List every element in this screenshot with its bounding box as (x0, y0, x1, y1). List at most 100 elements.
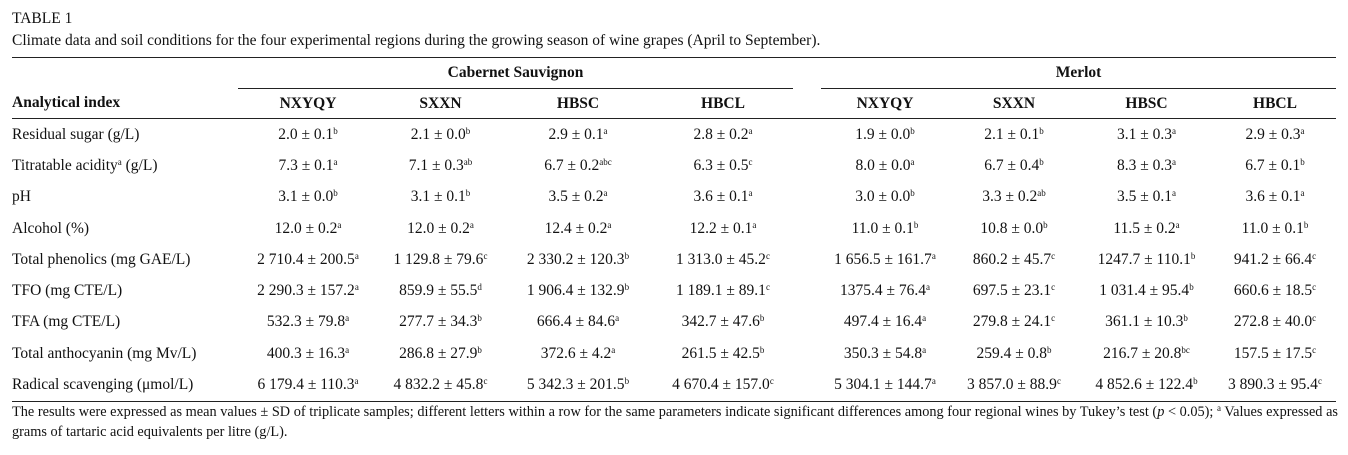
column-header: HBSC (503, 88, 653, 119)
table-cell: 3.6 ± 0.1a (1245, 188, 1305, 206)
table-cell: 342.7 ± 47.6b (681, 313, 765, 331)
table-cell: 3 890.3 ± 95.4c (1228, 376, 1322, 394)
column-header: SXXN (949, 88, 1079, 119)
table-cell: 279.8 ± 24.1c (972, 313, 1056, 331)
table-cell: 3 857.0 ± 88.9c (967, 376, 1061, 394)
table-cell: 2.8 ± 0.2a (693, 125, 753, 143)
group-header-cabernet: Cabernet Sauvignon (238, 57, 793, 89)
table-row: pH 3.1 ± 0.0b 3.1 ± 0.1b 3.5 ± 0.2a 3.6 ± 0.… (12, 182, 1336, 213)
table-cell: 3.6 ± 0.1a (693, 188, 753, 206)
table-cell: 3.3 ± 0.2ab (982, 188, 1046, 206)
table-cell: 216.7 ± 20.8bc (1103, 344, 1190, 362)
table-label: TABLE 1 (12, 10, 73, 27)
table-cell: 372.6 ± 4.2a (540, 344, 616, 362)
table-cell: 277.7 ± 34.3b (399, 313, 482, 331)
column-header: HBSC (1079, 88, 1214, 119)
table-cell: 1 189.1 ± 89.1c (676, 282, 770, 300)
table-cell: 350.3 ± 54.8a (843, 344, 927, 362)
table-cell: 11.5 ± 0.2a (1113, 219, 1180, 237)
table-cell: 4 852.6 ± 122.4b (1095, 376, 1198, 394)
row-label: Residual sugar (g/L) (12, 125, 140, 143)
table-cell: 5 342.3 ± 201.5b (526, 376, 630, 394)
table-cell: 261.5 ± 42.5b (681, 344, 765, 362)
table-cell: 2 290.3 ± 157.2a (257, 282, 359, 300)
table-cell: 3.5 ± 0.2a (548, 188, 608, 206)
row-label: TFA (mg CTE/L) (12, 313, 121, 331)
table-cell: 8.3 ± 0.3a (1116, 156, 1176, 174)
table-cell: 7.3 ± 0.1a (278, 156, 338, 174)
footnote: The results were expressed as mean value… (12, 403, 1338, 441)
row-header: Analytical index (12, 88, 238, 119)
table-cell: 1247.7 ± 110.1b (1097, 250, 1196, 268)
table-cell: 361.1 ± 10.3b (1105, 313, 1188, 331)
table-cell: 12.4 ± 0.2a (544, 219, 612, 237)
column-header: HBCL (653, 88, 793, 119)
table-row: TFA (mg CTE/L) 532.3 ± 79.8a 277.7 ± 34.3b… (12, 307, 1336, 338)
table-cell: 2.0 ± 0.1b (278, 125, 338, 143)
column-header: NXYQY (238, 88, 378, 119)
table-cell: 6.3 ± 0.5c (693, 156, 753, 174)
table-cell: 11.0 ± 0.1b (851, 219, 919, 237)
row-label: TFO (mg CTE/L) (12, 282, 123, 300)
table-cell: 6 179.4 ± 110.3a (257, 376, 359, 394)
table-cell: 1 031.4 ± 95.4b (1099, 282, 1194, 300)
table-cell: 6.7 ± 0.1b (1245, 156, 1305, 174)
table-cell: 2.1 ± 0.1b (984, 125, 1044, 143)
table-cell: 2.9 ± 0.3a (1245, 125, 1305, 143)
table-cell: 2 710.4 ± 200.5a (257, 250, 359, 268)
table-cell: 7.1 ± 0.3ab (408, 156, 473, 174)
column-header: HBCL (1214, 88, 1336, 119)
table-row: Alcohol (%) 12.0 ± 0.2a 12.0 ± 0.2a 12.4 ± … (12, 213, 1336, 244)
row-label: Alcohol (%) (12, 219, 90, 237)
table-cell: 12.2 ± 0.1a (689, 219, 757, 237)
table-cell: 2 330.2 ± 120.3b (526, 250, 630, 268)
table-cell: 1375.4 ± 76.4a (839, 282, 930, 300)
table-cell: 286.8 ± 27.9b (399, 344, 482, 362)
table-cell: 2.9 ± 0.1a (548, 125, 608, 143)
row-label: pH (12, 188, 31, 206)
table-cell: 660.6 ± 18.5c (1233, 282, 1317, 300)
table-caption: Climate data and soil conditions for the… (12, 32, 821, 49)
table-cell: 3.0 ± 0.0b (855, 188, 915, 206)
group-header-merlot: Merlot (821, 57, 1336, 89)
table-cell: 272.8 ± 40.0c (1233, 313, 1317, 331)
table-cell: 3.1 ± 0.1b (410, 188, 471, 206)
table-cell: 157.5 ± 17.5c (1233, 344, 1317, 362)
table-row: Total phenolics (mg GAE/L) 2 710.4 ± 200.… (12, 244, 1336, 275)
table-cell: 8.0 ± 0.0a (855, 156, 915, 174)
table-cell: 3.5 ± 0.1a (1116, 188, 1176, 206)
table-cell: 259.4 ± 0.8b (976, 344, 1052, 362)
table-cell: 497.4 ± 16.4a (843, 313, 927, 331)
column-header: SXXN (378, 88, 503, 119)
table-cell: 10.8 ± 0.0b (980, 219, 1048, 237)
table-cell: 860.2 ± 45.7c (972, 250, 1056, 268)
row-label: Titratable aciditya (g/L) (12, 156, 158, 174)
table-cell: 4 832.2 ± 45.8c (393, 376, 488, 394)
table-cell: 697.5 ± 23.1c (972, 282, 1056, 300)
table-cell: 1 656.5 ± 161.7a (834, 250, 936, 268)
table-cell: 4 670.4 ± 157.0c (672, 376, 774, 394)
table-cell: 12.0 ± 0.2a (407, 219, 474, 237)
table-cell: 2.1 ± 0.0b (410, 125, 471, 143)
table-cell: 941.2 ± 66.4c (1233, 250, 1317, 268)
table-cell: 1 906.4 ± 132.9b (526, 282, 630, 300)
table-row: TFO (mg CTE/L) 2 290.3 ± 157.2a 859.9 ± 55… (12, 275, 1336, 306)
table-cell: 6.7 ± 0.2abc (544, 156, 612, 174)
row-label: Total phenolics (mg GAE/L) (12, 250, 191, 268)
table-row: Radical scavenging (μmol/L) 6 179.4 ± 110… (12, 369, 1336, 401)
table-cell: 3.1 ± 0.3a (1116, 125, 1176, 143)
table-cell: 3.1 ± 0.0b (278, 188, 338, 206)
table-row: Residual sugar (g/L) 2.0 ± 0.1b 2.1 ± 0.0b… (12, 119, 1336, 151)
table-cell: 11.0 ± 0.1b (1241, 219, 1309, 237)
row-label: Total anthocyanin (mg Mv/L) (12, 344, 197, 362)
row-label: Radical scavenging (μmol/L) (12, 376, 194, 394)
table-row: Total anthocyanin (mg Mv/L) 400.3 ± 16.3a… (12, 338, 1336, 369)
column-header: NXYQY (821, 88, 949, 119)
table-row: Titratable aciditya (g/L) 7.3 ± 0.1a 7.1 ±… (12, 150, 1336, 181)
table-cell: 6.7 ± 0.4b (984, 156, 1044, 174)
table-cell: 532.3 ± 79.8a (266, 313, 350, 331)
table-cell: 859.9 ± 55.5d (399, 282, 482, 300)
table-cell: 12.0 ± 0.2a (274, 219, 342, 237)
table-cell: 1 129.8 ± 79.6c (393, 250, 488, 268)
table-cell: 5 304.1 ± 144.7a (834, 376, 936, 394)
